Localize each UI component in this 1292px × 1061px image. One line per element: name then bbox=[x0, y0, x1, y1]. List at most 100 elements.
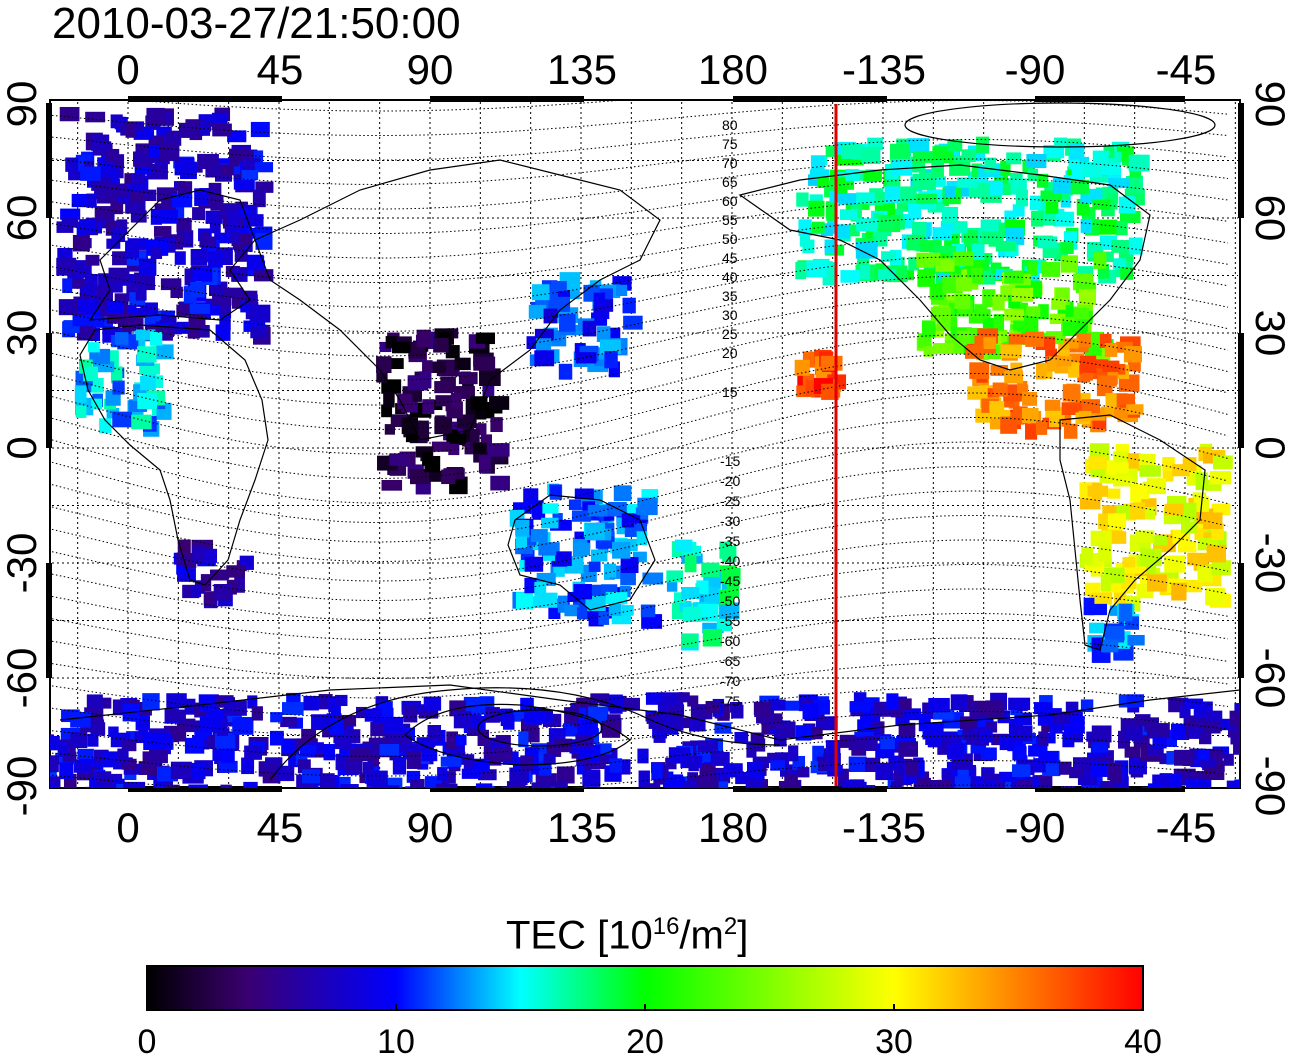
tec-cell bbox=[1049, 313, 1066, 325]
tec-cell bbox=[624, 697, 640, 711]
mlat-label: -40 bbox=[720, 553, 740, 569]
tec-cell bbox=[969, 362, 990, 379]
tec-cell bbox=[990, 262, 1002, 274]
tec-cell bbox=[1212, 455, 1233, 470]
tec-cell bbox=[681, 586, 700, 600]
tec-cell bbox=[696, 580, 709, 595]
tec-region-south-asia bbox=[376, 328, 510, 495]
lon-tick-label: -90 bbox=[1005, 46, 1066, 93]
tec-cell bbox=[509, 710, 527, 722]
tec-cell bbox=[50, 755, 59, 773]
tec-cell bbox=[957, 177, 978, 188]
tec-cell bbox=[106, 183, 128, 198]
tec-cell bbox=[1197, 749, 1210, 761]
tec-cell bbox=[376, 356, 392, 374]
tec-cell bbox=[1188, 726, 1203, 739]
tec-cell bbox=[137, 346, 157, 363]
tec-cell bbox=[971, 163, 983, 178]
mlat-label: 35 bbox=[722, 288, 738, 304]
tec-cell bbox=[1036, 173, 1049, 188]
tec-cell bbox=[785, 700, 800, 711]
tec-cell bbox=[117, 748, 129, 765]
tec-cell bbox=[1045, 407, 1065, 419]
mlat-contour bbox=[51, 353, 1229, 455]
tec-cell bbox=[349, 748, 371, 762]
tec-cell bbox=[1122, 557, 1136, 568]
tec-cell bbox=[210, 166, 221, 178]
tec-cell bbox=[697, 603, 719, 617]
tec-cell bbox=[1081, 547, 1094, 566]
tec-cell bbox=[684, 554, 697, 573]
tec-cell bbox=[234, 575, 245, 593]
tec-cell bbox=[1110, 462, 1129, 474]
tec-cell bbox=[303, 695, 319, 711]
tec-cell bbox=[1118, 603, 1133, 622]
tec-cell bbox=[198, 325, 210, 338]
tec-cell bbox=[636, 531, 648, 546]
tec-cell bbox=[246, 254, 264, 271]
tec-cell bbox=[1076, 333, 1091, 348]
tec-cell bbox=[905, 759, 919, 777]
tec-cell bbox=[1099, 333, 1112, 348]
lon-tick-label: -135 bbox=[842, 46, 926, 93]
tec-cell bbox=[1216, 718, 1236, 731]
tec-cell bbox=[1211, 503, 1231, 516]
tec-cell bbox=[1089, 368, 1108, 380]
mlat-contour bbox=[51, 466, 1229, 563]
mlat-label: -30 bbox=[720, 513, 740, 529]
tec-cell bbox=[281, 702, 304, 715]
tec-cell bbox=[845, 169, 860, 182]
tec-cell bbox=[57, 248, 73, 259]
tec-cell bbox=[446, 731, 459, 750]
tec-cell bbox=[1144, 717, 1160, 732]
tec-cell bbox=[434, 416, 453, 435]
tec-cell bbox=[719, 541, 732, 559]
tec-cell bbox=[1102, 360, 1120, 373]
tec-cell bbox=[1233, 738, 1240, 755]
tec-cell bbox=[796, 192, 809, 207]
tec-cell bbox=[108, 267, 130, 282]
tec-cell bbox=[166, 693, 187, 709]
tec-cell bbox=[421, 748, 438, 762]
tec-cell bbox=[482, 382, 495, 397]
tec-cell bbox=[270, 730, 284, 746]
tec-cell bbox=[1164, 503, 1184, 516]
tec-cell bbox=[377, 701, 393, 717]
tec-cell bbox=[478, 769, 497, 781]
tec-cell bbox=[123, 781, 146, 788]
tec-cell bbox=[841, 143, 862, 160]
tec-cell bbox=[890, 704, 903, 718]
mlat-contour bbox=[51, 217, 1229, 283]
tec-cell bbox=[220, 784, 232, 788]
tec-cell bbox=[244, 745, 262, 760]
tec-cell bbox=[176, 304, 197, 317]
tec-cell bbox=[113, 778, 125, 788]
tec-cell bbox=[1006, 152, 1022, 165]
tec-cell bbox=[746, 781, 763, 788]
tec-cell bbox=[903, 773, 917, 784]
tec-cell bbox=[1033, 702, 1053, 715]
tec-cell bbox=[604, 351, 618, 369]
tec-cell bbox=[214, 170, 233, 182]
tec-cell bbox=[571, 510, 591, 522]
tec-cell bbox=[850, 779, 865, 788]
tec-cell bbox=[1147, 783, 1162, 788]
tec-cell bbox=[416, 737, 436, 748]
tec-cell bbox=[1012, 204, 1025, 217]
tec-cell bbox=[194, 188, 209, 206]
tec-cell bbox=[87, 342, 100, 353]
tec-cell bbox=[729, 701, 743, 713]
tec-cell bbox=[190, 249, 208, 266]
tec-cell bbox=[1165, 786, 1179, 788]
tec-cell bbox=[165, 130, 182, 146]
tec-cell bbox=[106, 238, 121, 249]
tec-cell bbox=[489, 396, 510, 410]
tec-cell bbox=[85, 111, 106, 123]
tec-cell bbox=[50, 776, 61, 788]
tec-cell bbox=[582, 320, 597, 337]
mlat-label-group: 80 75 70 65 60 55 50 45 40 35 30 25 20 15 -15 -20 -25 -30… bbox=[720, 117, 740, 709]
tec-cell bbox=[840, 270, 860, 283]
tec-cell bbox=[677, 692, 690, 703]
tec-region-patagonia bbox=[1083, 597, 1145, 663]
tec-cell bbox=[1078, 289, 1096, 305]
